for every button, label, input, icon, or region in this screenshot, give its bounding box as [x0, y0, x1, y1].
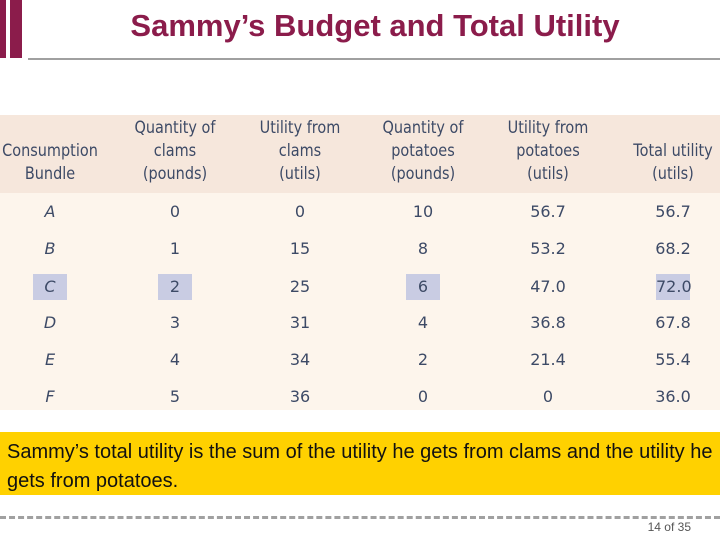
table-cell: 6 — [406, 274, 440, 300]
header-text: (pounds) — [390, 164, 456, 184]
table-cell: 10 — [412, 202, 434, 221]
table-cell: 68.2 — [655, 239, 691, 258]
table-cell: C — [33, 274, 67, 300]
header-text: Total utility — [633, 141, 713, 161]
header-text: clams — [153, 141, 197, 161]
table-cell: 36.0 — [655, 387, 691, 406]
table-cell: 72.0 — [656, 274, 692, 300]
header-text: Consumption — [2, 141, 98, 161]
table-cell: 36 — [289, 387, 311, 406]
header-text: (utils) — [527, 164, 569, 184]
table-cell: 67.8 — [655, 313, 691, 332]
header-text: clams — [278, 141, 322, 161]
slide-title: Sammy’s Budget and Total Utility — [130, 8, 620, 43]
title-rule — [28, 58, 720, 60]
table-cell: D — [43, 313, 57, 332]
table-cell: 15 — [289, 239, 311, 258]
header-text: Quantity of — [382, 118, 464, 138]
page-number: 14 of 35 — [647, 520, 691, 534]
table-cell: A — [44, 202, 56, 221]
table-cell: 25 — [289, 277, 311, 296]
table-cell: 53.2 — [530, 239, 566, 258]
table-cell: E — [44, 350, 56, 369]
table-cell: 3 — [169, 313, 181, 332]
table-header — [0, 115, 720, 193]
table-cell: 0 — [294, 202, 306, 221]
table-cell: 0 — [542, 387, 554, 406]
decoration — [0, 0, 6, 58]
header-text: (pounds) — [142, 164, 208, 184]
table-cell: 36.8 — [530, 313, 566, 332]
table-cell: 31 — [289, 313, 311, 332]
header-text: potatoes — [391, 141, 455, 161]
table-cell: F — [45, 387, 55, 406]
header-text: Utility from — [507, 118, 589, 138]
table-cell: 21.4 — [530, 350, 566, 369]
header-text: (utils) — [652, 164, 694, 184]
header-text: Bundle — [24, 164, 76, 184]
dashed-rule — [0, 516, 720, 519]
table-cell: 4 — [417, 313, 429, 332]
table-cell: 34 — [289, 350, 311, 369]
table-cell: 2 — [417, 350, 429, 369]
table-cell: 5 — [169, 387, 181, 406]
table-cell: 2 — [158, 274, 192, 300]
table-cell: 55.4 — [655, 350, 691, 369]
table-cell: 1 — [169, 239, 181, 258]
header-text: potatoes — [516, 141, 580, 161]
table-cell: 4 — [169, 350, 181, 369]
table-cell: 56.7 — [530, 202, 566, 221]
header-text: Quantity of — [134, 118, 216, 138]
decoration — [10, 0, 22, 58]
table-cell: 0 — [169, 202, 181, 221]
table-cell: B — [44, 239, 56, 258]
header-text: Utility from — [259, 118, 341, 138]
table-cell: 0 — [417, 387, 429, 406]
table-body — [0, 193, 720, 410]
table-cell: 56.7 — [655, 202, 691, 221]
header-text: (utils) — [279, 164, 321, 184]
table-cell: 47.0 — [530, 277, 566, 296]
table-cell: 8 — [417, 239, 429, 258]
caption: Sammy’s total utility is the sum of the … — [0, 432, 720, 495]
